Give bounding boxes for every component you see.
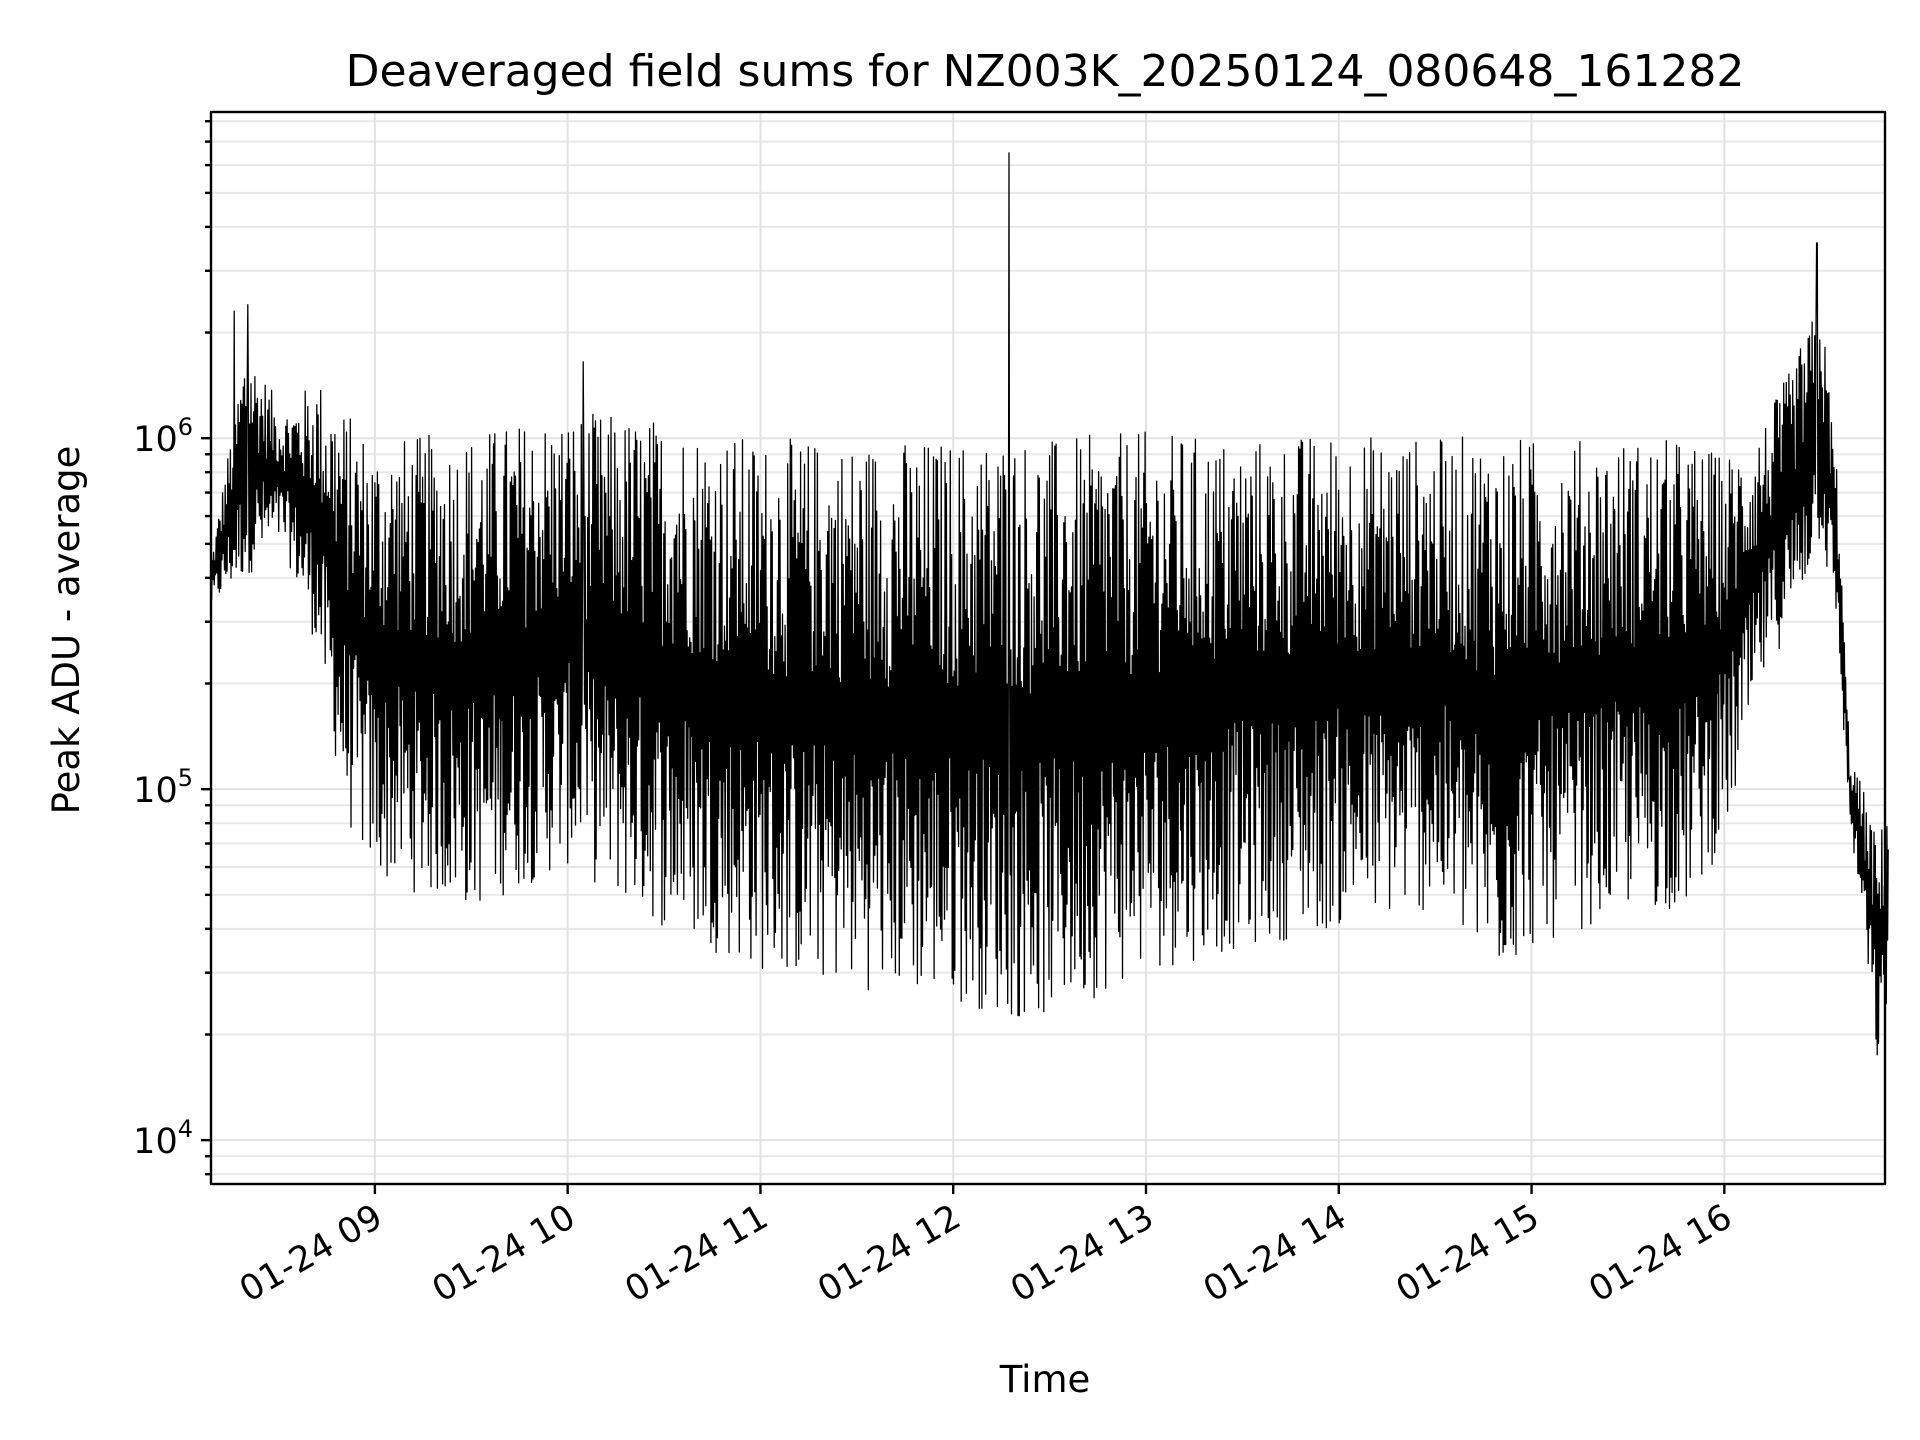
- x-axis-label: Time: [999, 1358, 1091, 1401]
- plot-area: 104 105 106 01-24 09 01-24 10 01-24 11 01-24 1…: [133, 110, 1889, 1310]
- chart-title: Deaveraged field sums for NZ003K_2025012…: [346, 46, 1745, 97]
- y-tick-label: 105: [133, 764, 193, 811]
- x-tick-label: 01-24 15: [1390, 1197, 1546, 1310]
- x-tick-label: 01-24 16: [1583, 1197, 1739, 1310]
- y-tick-label: 106: [133, 413, 193, 460]
- data-series-line: [210, 152, 1889, 1056]
- x-tick-label: 01-24 12: [811, 1197, 967, 1310]
- x-tick-label: 01-24 14: [1197, 1197, 1353, 1310]
- y-axis-label: Peak ADU - average: [45, 446, 88, 815]
- x-tick-label: 01-24 09: [233, 1197, 389, 1310]
- y-tick-label: 104: [133, 1115, 193, 1162]
- plot-frame: [209, 110, 1887, 1186]
- x-tick-label: 01-24 13: [1004, 1197, 1160, 1310]
- x-tick-label: 01-24 10: [426, 1197, 582, 1310]
- x-tick-label: 01-24 11: [619, 1197, 775, 1310]
